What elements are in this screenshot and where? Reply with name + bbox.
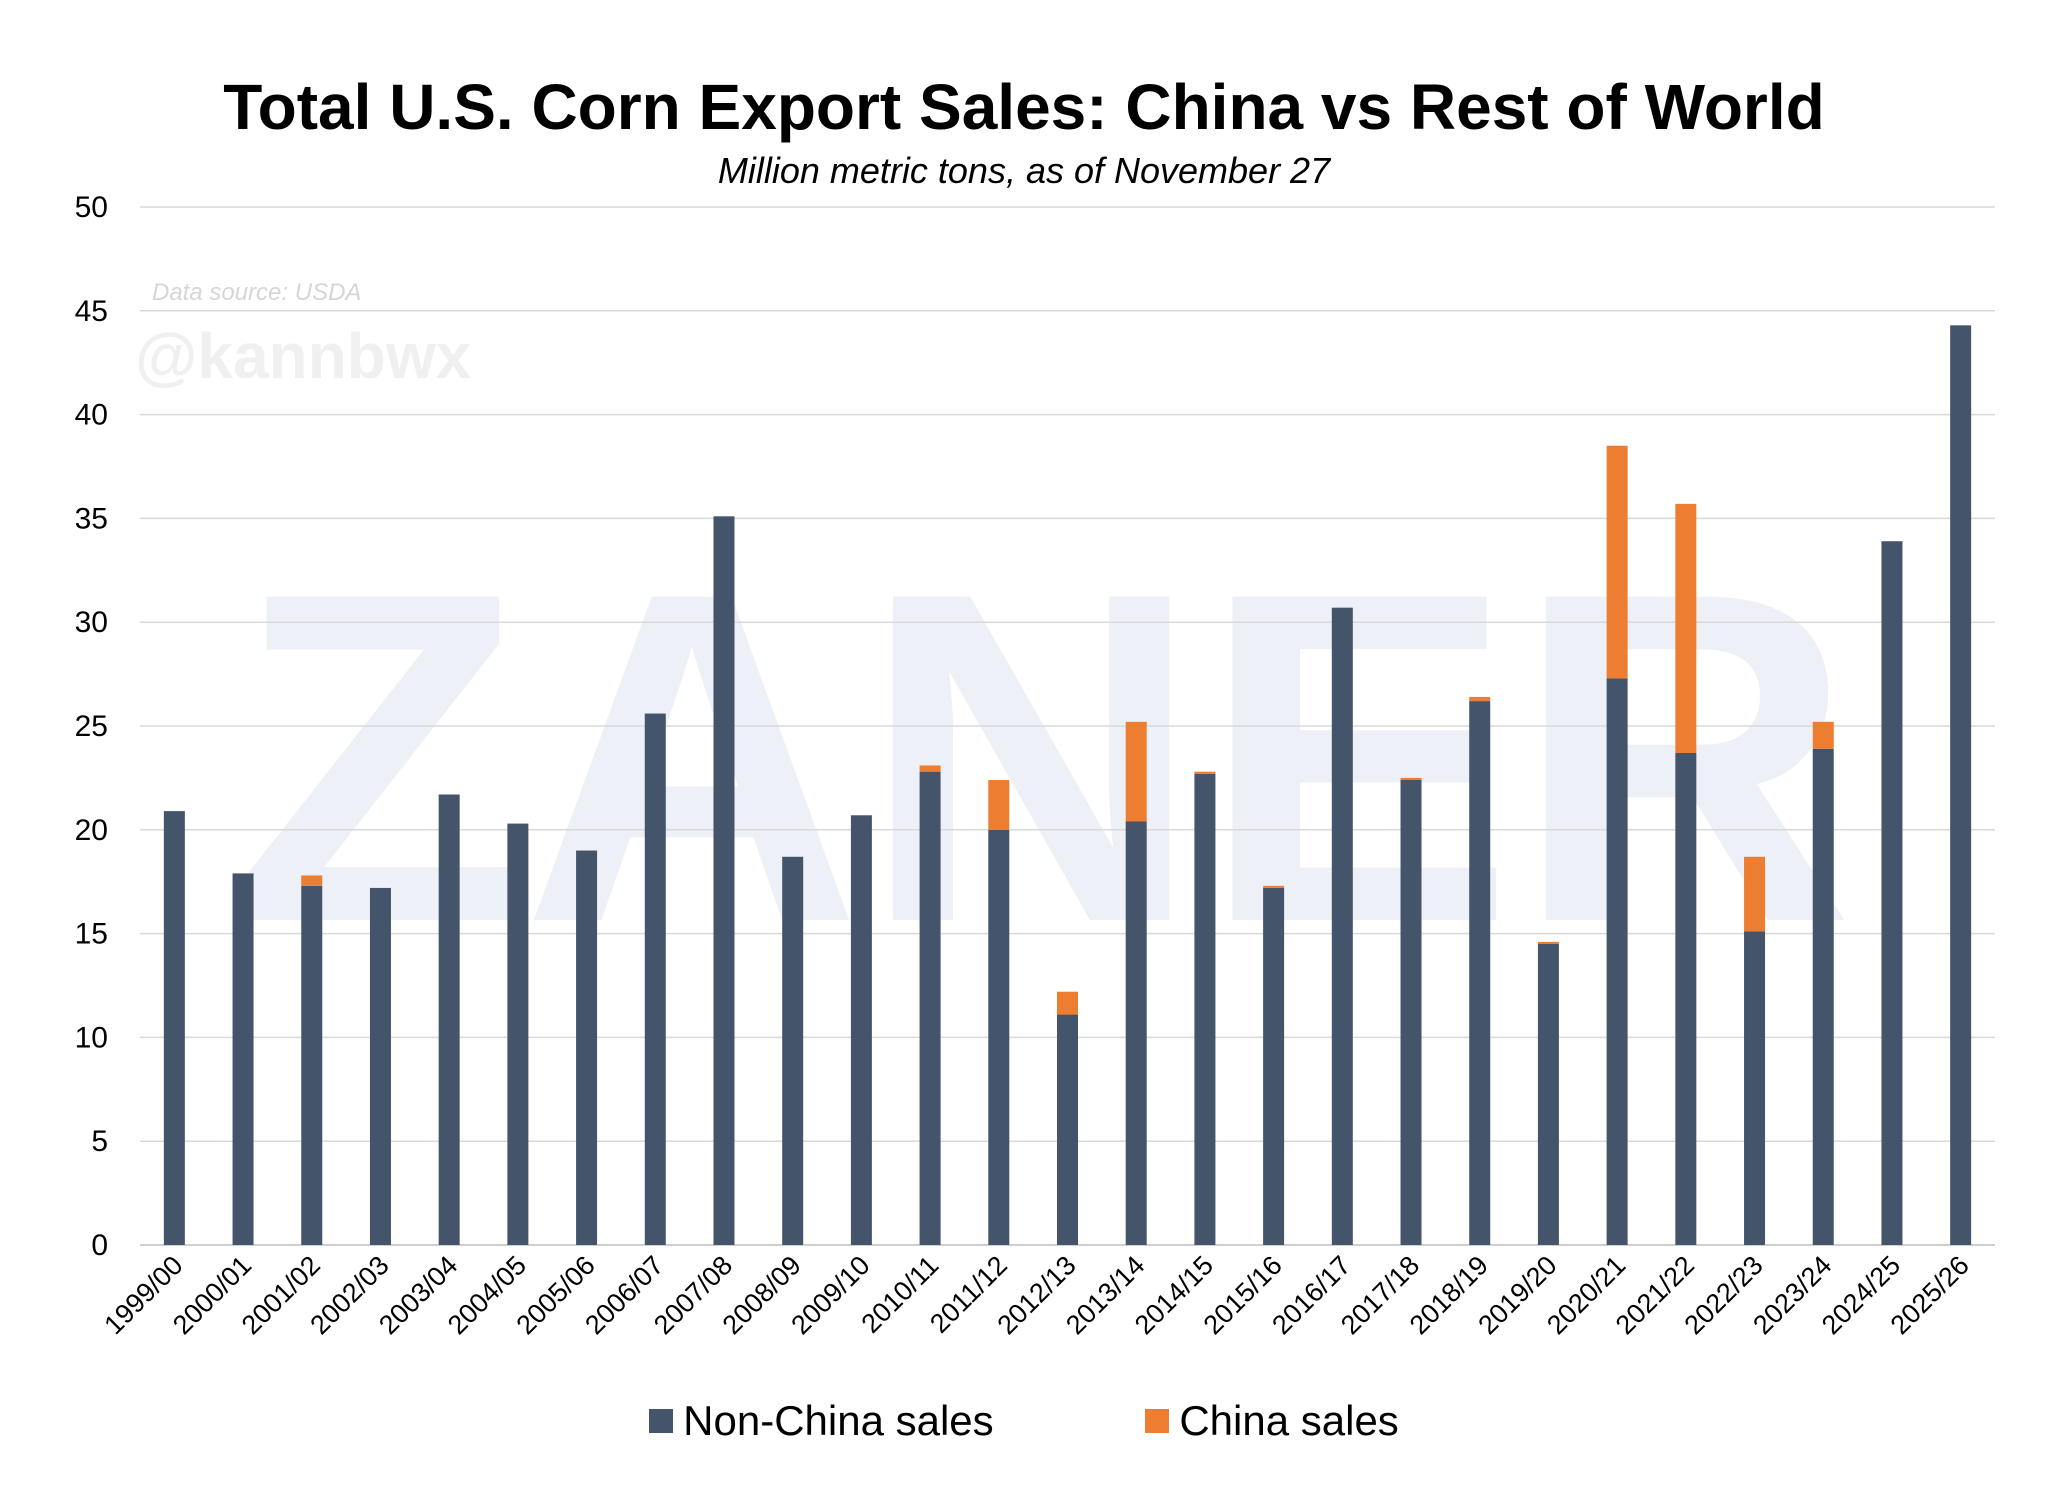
chart-subtitle: Million metric tons, as of November 27 [717, 150, 1331, 191]
y-tick-label-30: 30 [75, 606, 108, 639]
bar-china-2013-14 [1125, 721, 1147, 822]
bar-non-china-2014-15 [1194, 773, 1216, 1245]
bar-china-2023-24 [1812, 721, 1834, 749]
bar-china-2021-22 [1675, 503, 1697, 753]
legend-swatch-non-china [649, 1409, 674, 1433]
bar-non-china-2013-14 [1125, 821, 1147, 1245]
legend-label-china: China sales [1179, 1397, 1399, 1444]
bar-china-2018-19 [1469, 696, 1491, 702]
bar-non-china-2016-17 [1331, 607, 1353, 1245]
legend-swatch-china [1145, 1409, 1170, 1433]
bar-non-china-2019-20 [1537, 943, 1559, 1245]
y-tick-label-50: 50 [75, 191, 108, 224]
bar-non-china-2003-04 [438, 794, 460, 1245]
bar-non-china-2022-23 [1744, 931, 1766, 1245]
y-axis: 0 5 10 15 20 25 30 35 40 45 50 [75, 191, 108, 1262]
bar-china-2001-02 [301, 875, 323, 886]
bar-non-china-2009-10 [850, 815, 872, 1245]
bar-non-china-2020-21 [1606, 678, 1628, 1245]
y-tick-label-35: 35 [75, 502, 108, 535]
bar-non-china-2007-08 [713, 516, 735, 1245]
bar-non-china-2005-06 [576, 850, 598, 1245]
bar-china-2014-15 [1194, 771, 1216, 774]
bar-china-2015-16 [1263, 885, 1285, 888]
y-tick-label-25: 25 [75, 710, 108, 743]
y-tick-label-0: 0 [91, 1229, 108, 1262]
author-handle: @kannbwx [135, 320, 472, 392]
chart-canvas: ZANER 0 5 10 15 20 25 30 35 40 45 50 Data source: … [75, 191, 1995, 1340]
source-note: Data source: USDA [152, 279, 361, 306]
legend-item-non-china: Non-China sales [649, 1397, 994, 1445]
bar-non-china-2025-26 [1950, 325, 1972, 1245]
bar-non-china-2001-02 [301, 885, 323, 1245]
bar-non-china-2018-19 [1469, 701, 1491, 1245]
bar-non-china-2021-22 [1675, 752, 1697, 1245]
bar-non-china-2004-05 [507, 823, 529, 1245]
legend-label-non-china: Non-China sales [683, 1397, 994, 1444]
bar-non-china-2006-07 [644, 713, 666, 1245]
y-tick-label-45: 45 [75, 295, 108, 328]
bar-non-china-1999-00 [163, 811, 185, 1245]
x-axis: 1999/002000/012001/022002/032003/042004/… [98, 1250, 1975, 1340]
bar-non-china-2015-16 [1263, 887, 1285, 1245]
bars [163, 325, 1972, 1245]
legend-item-china: China sales [1145, 1397, 1399, 1445]
bar-china-2012-13 [1057, 991, 1078, 1015]
y-tick-label-40: 40 [75, 399, 108, 432]
watermark-text: ZANER [235, 495, 1854, 1020]
bar-china-2020-21 [1606, 445, 1628, 679]
bar-non-china-2024-25 [1881, 541, 1903, 1245]
bar-china-2017-18 [1400, 777, 1422, 780]
y-tick-label-15: 15 [75, 918, 108, 951]
bar-non-china-2000-01 [232, 873, 254, 1245]
bar-non-china-2023-24 [1812, 748, 1834, 1245]
bar-china-2022-23 [1744, 856, 1766, 932]
chart-title: Total U.S. Corn Export Sales: China vs R… [223, 71, 1825, 143]
bar-china-2019-20 [1537, 941, 1559, 944]
y-tick-label-20: 20 [75, 814, 108, 847]
bar-china-2010-11 [919, 765, 941, 772]
bar-non-china-2008-09 [782, 856, 804, 1245]
bar-non-china-2002-03 [369, 887, 391, 1245]
bar-non-china-2012-13 [1057, 1014, 1078, 1245]
bar-non-china-2010-11 [919, 771, 941, 1245]
bar-non-china-2011-12 [988, 829, 1010, 1245]
y-tick-label-5: 5 [91, 1125, 108, 1158]
bar-non-china-2017-18 [1400, 779, 1422, 1245]
y-tick-label-10: 10 [75, 1021, 108, 1054]
bar-china-2011-12 [988, 779, 1010, 830]
legend: Non-China sales China sales [0, 1395, 2048, 1445]
